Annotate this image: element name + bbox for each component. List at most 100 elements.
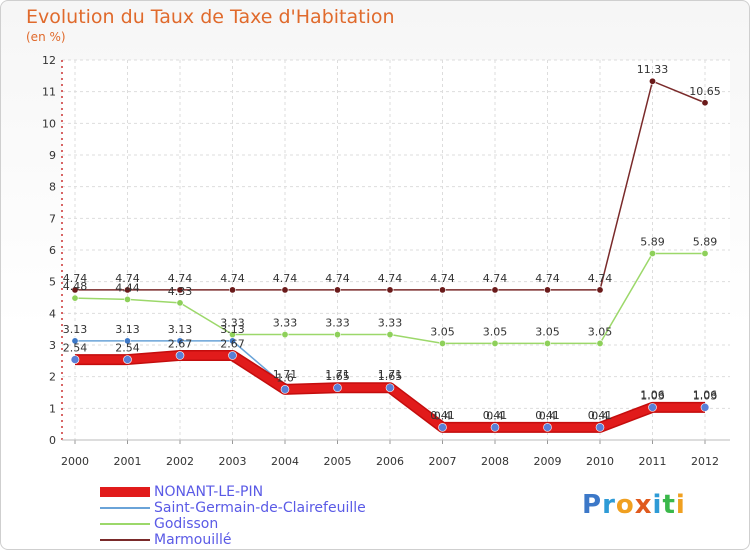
legend-swatch-saint-germain — [100, 507, 150, 509]
data-point-nonant — [543, 423, 552, 432]
data-point-saint-germain — [229, 337, 237, 345]
data-point-nonant — [228, 351, 237, 360]
data-point-nonant — [438, 423, 447, 432]
data-point-godisson — [386, 331, 394, 339]
data-label-saint-germain: 0.41 — [430, 409, 455, 422]
data-label-nonant: 0.4 — [539, 409, 557, 422]
y-tick-label: 2 — [49, 371, 56, 384]
proxiti-logo: Proxiti — [582, 490, 686, 520]
y-tick-label: 3 — [49, 339, 56, 352]
y-tick-label: 1 — [49, 402, 56, 415]
data-point-saint-germain — [176, 337, 184, 345]
data-label-saint-germain: 3.13 — [220, 323, 245, 336]
logo-letter: r — [602, 490, 616, 520]
data-point-marmouille — [71, 286, 79, 294]
data-point-godisson — [596, 339, 604, 347]
data-label-godisson: 3.33 — [220, 317, 245, 330]
legend-swatch-godisson — [100, 523, 150, 525]
legend-label-godisson: Godisson — [154, 516, 219, 532]
logo-letter: t — [662, 490, 676, 520]
data-point-godisson — [333, 331, 341, 339]
data-point-godisson — [71, 294, 79, 302]
data-point-nonant — [280, 385, 290, 394]
data-point-godisson — [701, 249, 709, 257]
x-tick-label: 2008 — [481, 455, 509, 468]
data-label-marmouille: 4.74 — [483, 272, 508, 285]
data-label-saint-germain: 3.13 — [115, 323, 140, 336]
legend-item-marmouille: Marmouillé — [100, 532, 366, 548]
data-label-godisson: 3.05 — [483, 325, 508, 338]
data-point-nonant — [175, 351, 185, 360]
data-point-nonant — [700, 403, 710, 412]
data-label-saint-germain: 1.06 — [693, 388, 718, 401]
data-label-godisson: 3.33 — [273, 317, 298, 330]
data-label-nonant: 2.54 — [115, 342, 140, 355]
x-tick-label: 2012 — [691, 455, 719, 468]
data-label-nonant: 2.67 — [220, 337, 245, 350]
data-label-godisson: 5.89 — [640, 235, 665, 248]
data-point-marmouille — [701, 99, 709, 107]
x-tick-label: 2003 — [219, 455, 247, 468]
legend-label-saint-germain: Saint-Germain-de-Clairefeuille — [154, 500, 366, 516]
data-point-marmouille — [333, 286, 341, 294]
x-tick-label: 2010 — [586, 455, 614, 468]
data-point-godisson — [438, 339, 446, 347]
legend-item-nonant: NONANT-LE-PIN — [100, 484, 366, 500]
y-tick-label: 11 — [42, 86, 56, 99]
data-point-nonant — [595, 423, 605, 432]
y-tick-label: 8 — [49, 181, 56, 194]
data-label-nonant: 1.03 — [640, 389, 665, 402]
y-tick-label: 7 — [49, 212, 56, 225]
data-label-nonant: 2.67 — [168, 337, 193, 350]
data-point-marmouille — [281, 286, 289, 294]
logo-letter: P — [582, 490, 603, 520]
plot-area — [62, 60, 730, 440]
y-tick-label: 10 — [42, 117, 56, 130]
data-label-saint-germain: 3.13 — [63, 323, 88, 336]
data-label-nonant: 0.4 — [486, 409, 504, 422]
data-label-nonant: 1.6 — [276, 371, 294, 384]
data-point-marmouille — [124, 286, 132, 294]
x-tick-label: 2009 — [534, 455, 562, 468]
data-label-saint-germain: 1.71 — [273, 368, 298, 381]
legend-item-saint-germain: Saint-Germain-de-Clairefeuille — [100, 500, 366, 516]
x-tick-label: 2005 — [324, 455, 352, 468]
legend-swatch-marmouille — [100, 539, 150, 541]
data-point-marmouille — [596, 286, 604, 294]
data-label-marmouille: 11.33 — [637, 63, 669, 76]
y-tick-label: 0 — [49, 434, 56, 447]
data-label-marmouille: 4.74 — [535, 272, 560, 285]
data-label-godisson: 5.89 — [693, 235, 718, 248]
logo-letter: i — [675, 490, 686, 520]
data-label-nonant: 0.4 — [434, 409, 452, 422]
data-label-marmouille: 4.74 — [273, 272, 298, 285]
data-point-godisson — [176, 299, 184, 307]
y-tick-label: 5 — [49, 276, 56, 289]
data-label-marmouille: 4.74 — [378, 272, 403, 285]
data-label-saint-germain: 0.41 — [483, 409, 508, 422]
data-label-saint-germain: 1.71 — [325, 368, 350, 381]
data-point-marmouille — [229, 286, 237, 294]
data-label-godisson: 4.33 — [168, 285, 193, 298]
logo-letter: x — [634, 490, 653, 520]
data-label-marmouille: 4.74 — [588, 272, 613, 285]
data-label-nonant: 1.03 — [693, 389, 718, 402]
data-point-nonant — [648, 403, 657, 412]
legend-swatch-nonant — [100, 487, 150, 497]
data-point-saint-germain — [71, 337, 79, 345]
legend-label-nonant: NONANT-LE-PIN — [154, 484, 264, 500]
data-label-nonant: 1.65 — [325, 370, 350, 383]
data-point-godisson — [648, 249, 656, 257]
legend: NONANT-LE-PIN Saint-Germain-de-Clairefeu… — [100, 484, 366, 548]
x-tick-label: 2001 — [114, 455, 142, 468]
logo-letter: o — [615, 490, 635, 520]
data-label-marmouille: 4.74 — [168, 272, 193, 285]
data-label-nonant: 2.54 — [63, 342, 88, 355]
data-label-nonant: 1.65 — [378, 370, 403, 383]
data-label-marmouille: 4.74 — [325, 272, 350, 285]
x-tick-label: 2011 — [639, 455, 667, 468]
data-point-marmouille — [176, 286, 184, 294]
x-tick-label: 2006 — [376, 455, 404, 468]
data-point-nonant — [123, 355, 132, 364]
